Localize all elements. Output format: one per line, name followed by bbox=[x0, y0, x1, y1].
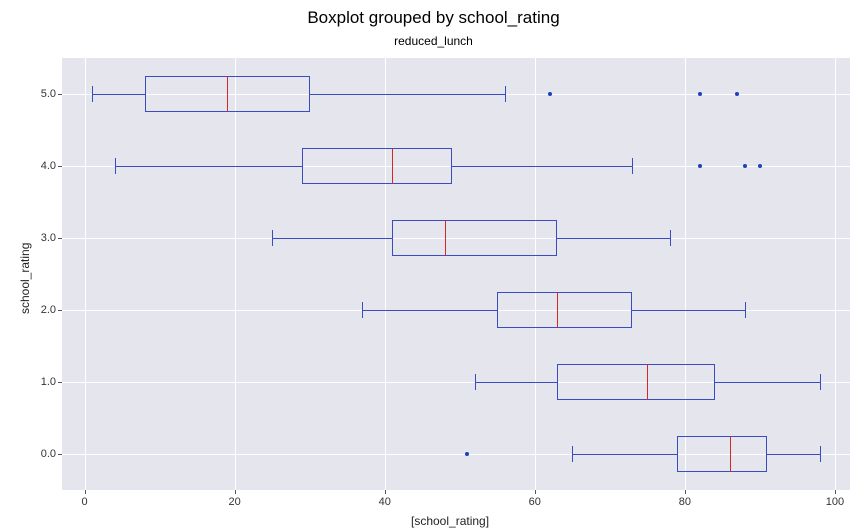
box bbox=[677, 436, 767, 472]
chart-suptitle: Boxplot grouped by school_rating bbox=[0, 8, 867, 28]
whisker-high bbox=[632, 310, 745, 311]
xtick-label: 0 bbox=[81, 496, 87, 508]
ytick-mark bbox=[58, 238, 62, 239]
ytick-mark bbox=[58, 382, 62, 383]
chart-subtitle: reduced_lunch bbox=[0, 34, 867, 48]
cap-high bbox=[632, 158, 633, 174]
outlier-point bbox=[735, 92, 739, 96]
xtick-mark bbox=[235, 490, 236, 494]
cap-low bbox=[475, 374, 476, 390]
cap-low bbox=[572, 446, 573, 462]
ytick-mark bbox=[58, 94, 62, 95]
whisker-high bbox=[715, 382, 820, 383]
ytick-mark bbox=[58, 454, 62, 455]
ytick-label: 0.0 bbox=[32, 448, 56, 460]
xtick-label: 80 bbox=[679, 496, 691, 508]
cap-low bbox=[115, 158, 116, 174]
ytick-label: 2.0 bbox=[32, 304, 56, 316]
gridline-vertical bbox=[685, 58, 686, 490]
cap-low bbox=[92, 86, 93, 102]
median-line bbox=[227, 76, 228, 112]
xtick-mark bbox=[685, 490, 686, 494]
outlier-point bbox=[548, 92, 552, 96]
xtick-mark bbox=[535, 490, 536, 494]
whisker-low bbox=[362, 310, 497, 311]
gridline-vertical bbox=[385, 58, 386, 490]
cap-high bbox=[820, 374, 821, 390]
whisker-high bbox=[767, 454, 820, 455]
box bbox=[557, 364, 715, 400]
whisker-high bbox=[557, 238, 670, 239]
xtick-mark bbox=[85, 490, 86, 494]
outlier-point bbox=[698, 92, 702, 96]
median-line bbox=[647, 364, 648, 400]
ytick-mark bbox=[58, 166, 62, 167]
gridline-vertical bbox=[235, 58, 236, 490]
ytick-label: 4.0 bbox=[32, 160, 56, 172]
whisker-high bbox=[452, 166, 632, 167]
box bbox=[497, 292, 632, 328]
outlier-point bbox=[743, 164, 747, 168]
xtick-label: 60 bbox=[529, 496, 541, 508]
box bbox=[302, 148, 452, 184]
cap-low bbox=[272, 230, 273, 246]
cap-high bbox=[505, 86, 506, 102]
plot-area bbox=[62, 58, 850, 490]
box bbox=[392, 220, 557, 256]
outlier-point bbox=[465, 452, 469, 456]
y-axis-label: school_rating bbox=[18, 243, 32, 314]
gridline-vertical bbox=[85, 58, 86, 490]
whisker-low bbox=[475, 382, 558, 383]
boxplot-chart: Boxplot grouped by school_rating reduced… bbox=[0, 0, 867, 532]
ytick-label: 3.0 bbox=[32, 232, 56, 244]
gridline-vertical bbox=[535, 58, 536, 490]
cap-low bbox=[362, 302, 363, 318]
xtick-label: 20 bbox=[228, 496, 240, 508]
cap-high bbox=[670, 230, 671, 246]
xtick-mark bbox=[835, 490, 836, 494]
ytick-label: 5.0 bbox=[32, 88, 56, 100]
gridline-vertical bbox=[835, 58, 836, 490]
outlier-point bbox=[698, 164, 702, 168]
whisker-low bbox=[272, 238, 392, 239]
xtick-label: 40 bbox=[379, 496, 391, 508]
median-line bbox=[392, 148, 393, 184]
cap-high bbox=[820, 446, 821, 462]
xtick-label: 100 bbox=[826, 496, 844, 508]
xtick-mark bbox=[385, 490, 386, 494]
outlier-point bbox=[758, 164, 762, 168]
median-line bbox=[445, 220, 446, 256]
ytick-label: 1.0 bbox=[32, 376, 56, 388]
whisker-low bbox=[115, 166, 303, 167]
x-axis-label: [school_rating] bbox=[411, 514, 489, 528]
whisker-low bbox=[572, 454, 677, 455]
median-line bbox=[730, 436, 731, 472]
whisker-low bbox=[92, 94, 145, 95]
median-line bbox=[557, 292, 558, 328]
cap-high bbox=[745, 302, 746, 318]
ytick-mark bbox=[58, 310, 62, 311]
whisker-high bbox=[310, 94, 505, 95]
